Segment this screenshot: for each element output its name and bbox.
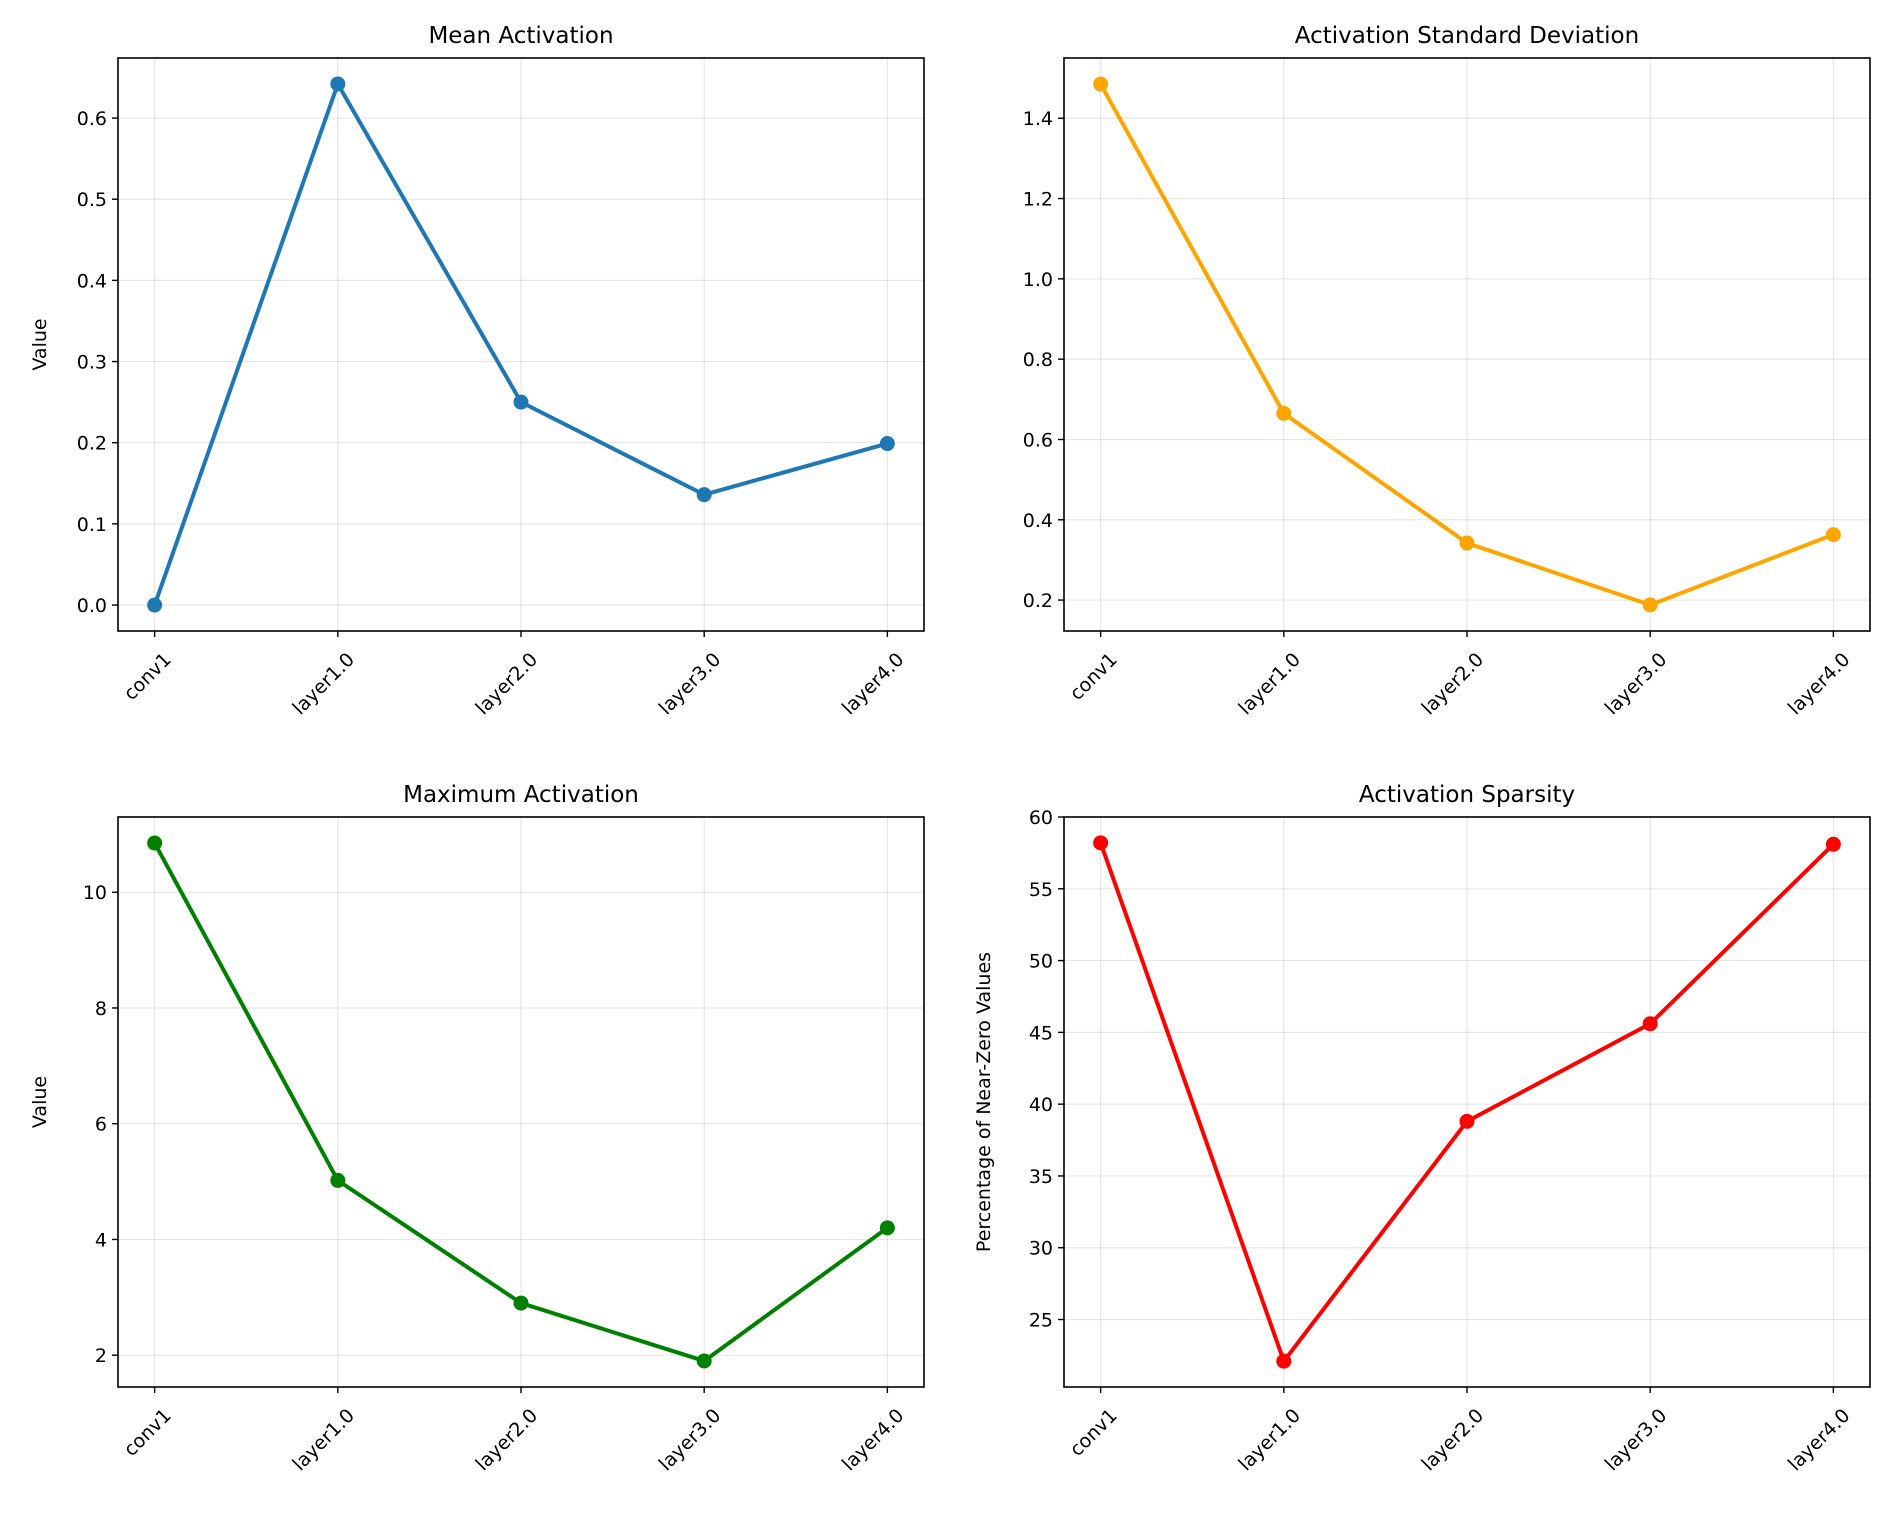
data-point — [696, 487, 712, 503]
y-tick-label: 40 — [1029, 1094, 1053, 1116]
data-point — [1276, 1353, 1292, 1369]
y-tick-label: 60 — [1029, 807, 1053, 829]
data-point — [1459, 1113, 1475, 1129]
x-tick-label: layer4.0 — [838, 1405, 909, 1476]
x-tick-label: layer4.0 — [1784, 649, 1855, 720]
data-point — [147, 597, 163, 613]
y-tick-label: 0.0 — [77, 595, 107, 617]
y-tick-label: 1.4 — [1023, 108, 1053, 130]
y-tick-label: 35 — [1029, 1166, 1053, 1188]
y-tick-label: 50 — [1029, 951, 1053, 973]
x-tick-label: layer2.0 — [1418, 1405, 1489, 1476]
x-tick-label: layer4.0 — [838, 649, 909, 720]
y-tick-label: 0.6 — [1023, 429, 1053, 451]
chart-title: Activation Standard Deviation — [1295, 23, 1639, 49]
subplot-0: 0.0 0.1 0.2 0.3 0.4 0.5 0.6 conv1 layer1.0 layer2… — [29, 23, 925, 720]
y-tick-label: 0.1 — [77, 514, 107, 536]
x-tick-label: conv1 — [1066, 1405, 1122, 1461]
subplot-2: 2 4 6 8 10 conv1 layer1.0 layer2.0 layer3.0 layer… — [29, 782, 925, 1476]
chart-title: Mean Activation — [428, 23, 613, 49]
chart-title: Activation Sparsity — [1359, 782, 1575, 808]
chart-title: Maximum Activation — [403, 782, 639, 808]
x-tick-label: layer3.0 — [655, 1405, 726, 1476]
data-point — [1825, 527, 1841, 543]
y-tick-label: 0.5 — [77, 189, 107, 211]
x-tick-label: layer2.0 — [472, 1405, 543, 1476]
data-point — [1642, 597, 1658, 613]
x-tick-label: layer3.0 — [1601, 1405, 1672, 1476]
y-axis-label: Value — [29, 318, 51, 370]
data-point — [1642, 1016, 1658, 1032]
y-tick-label: 0.2 — [1023, 590, 1053, 612]
data-point — [330, 76, 346, 92]
x-tick-label: layer3.0 — [1601, 649, 1672, 720]
y-tick-label: 1.2 — [1023, 189, 1053, 211]
data-point — [879, 436, 895, 452]
data-point — [330, 1172, 346, 1188]
x-tick-label: layer1.0 — [1234, 649, 1305, 720]
y-tick-label: 0.8 — [1023, 349, 1053, 371]
x-tick-label: layer2.0 — [472, 649, 543, 720]
x-tick-label: conv1 — [1066, 649, 1122, 705]
y-tick-label: 30 — [1029, 1238, 1053, 1260]
data-point — [513, 1295, 529, 1311]
x-tick-label: layer4.0 — [1784, 1405, 1855, 1476]
data-point — [1459, 535, 1475, 551]
data-point — [696, 1353, 712, 1369]
y-tick-label: 0.3 — [77, 352, 107, 374]
x-tick-label: conv1 — [120, 1405, 176, 1461]
data-point — [1093, 835, 1109, 851]
x-tick-label: layer2.0 — [1418, 649, 1489, 720]
data-point — [1825, 836, 1841, 852]
data-point — [513, 394, 529, 410]
x-tick-label: layer3.0 — [655, 649, 726, 720]
y-tick-label: 0.4 — [77, 270, 107, 292]
data-point — [879, 1220, 895, 1236]
y-axis-label: Percentage of Near-Zero Values — [973, 952, 995, 1252]
x-tick-label: layer1.0 — [288, 1405, 359, 1476]
y-tick-label: 1.0 — [1023, 269, 1053, 291]
x-tick-label: layer1.0 — [288, 649, 359, 720]
y-tick-label: 2 — [95, 1345, 107, 1367]
data-point — [1276, 405, 1292, 421]
y-tick-label: 0.2 — [77, 433, 107, 455]
y-tick-label: 4 — [95, 1229, 107, 1251]
y-tick-label: 6 — [95, 1114, 107, 1136]
y-tick-label: 10 — [83, 882, 107, 904]
y-axis-label: Value — [29, 1076, 51, 1128]
data-point — [1093, 76, 1109, 92]
x-tick-label: layer1.0 — [1234, 1405, 1305, 1476]
y-tick-label: 25 — [1029, 1310, 1053, 1332]
y-tick-label: 55 — [1029, 879, 1053, 901]
y-tick-label: 0.6 — [77, 108, 107, 130]
subplot-1: 0.2 0.4 0.6 0.8 1.0 1.2 1.4 conv1 layer1.0 layer2… — [1023, 23, 1871, 720]
x-tick-label: conv1 — [120, 649, 176, 705]
subplot-3: 25 30 35 40 45 50 55 60 conv1 layer1.0 layer2.0 lay… — [973, 782, 1871, 1476]
y-tick-label: 45 — [1029, 1022, 1053, 1044]
y-tick-label: 8 — [95, 998, 107, 1020]
y-tick-label: 0.4 — [1023, 510, 1053, 532]
data-point — [147, 835, 163, 851]
